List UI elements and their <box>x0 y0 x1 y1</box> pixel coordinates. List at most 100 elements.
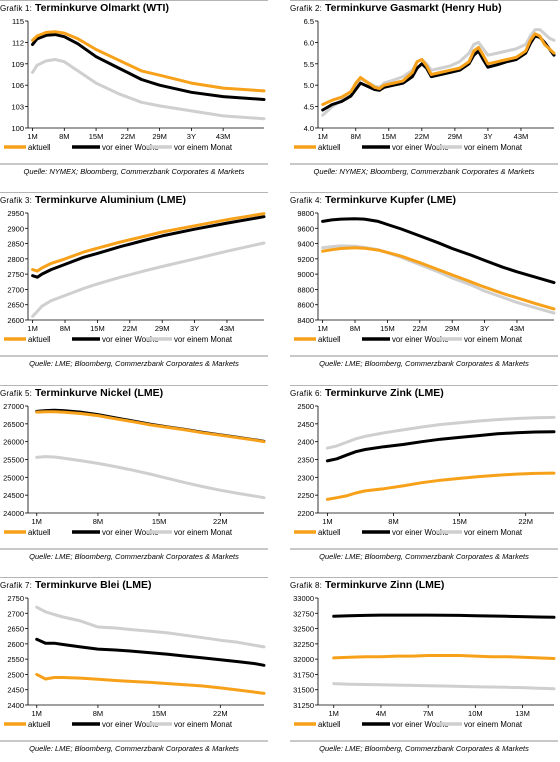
line-chart-svg: 8400 8600 8800 9000 9200 9400 9600 9800 1M 8M 15M 2… <box>294 209 556 344</box>
x-tick-label: 43M <box>510 324 525 333</box>
y-tick-label: 33000 <box>293 594 314 603</box>
y-tick-label: 6.5 <box>304 17 314 26</box>
chart-title-prefix: Grafik 2: <box>290 4 323 13</box>
x-tick-label: 43M <box>216 132 231 141</box>
chart-title-text: Terminkurve Zinn (LME) <box>324 579 445 591</box>
series-line-vor-einem-monat <box>321 244 556 315</box>
y-tick-label: 2400 <box>7 701 24 710</box>
y-tick-label: 2800 <box>7 255 24 264</box>
legend-label: aktuell <box>28 528 51 537</box>
y-tick-label: 8800 <box>297 285 314 294</box>
y-tick-label: 9200 <box>297 255 314 264</box>
y-tick-label: 2550 <box>7 655 24 664</box>
legend-label: vor einem Monat <box>464 720 523 729</box>
line-chart-svg: 2200 2250 2300 2350 2400 2450 2500 1M 8M 15M 22M ak… <box>294 402 556 537</box>
series-line-vor-einem-monat <box>325 415 556 450</box>
y-tick-label: 2900 <box>7 224 24 233</box>
y-tick-label: 106 <box>11 81 24 90</box>
x-tick-label: 43M <box>514 132 529 141</box>
series-line-vor-einer-woche <box>31 215 266 279</box>
chart-panel-6: Grafik 6: Terminkurve Zink (LME) 2200 2250… <box>290 385 558 569</box>
legend-label: vor einem Monat <box>174 528 233 537</box>
panel-separator <box>0 740 268 742</box>
legend-label: aktuell <box>28 335 51 344</box>
y-tick-label: 2650 <box>7 301 24 310</box>
x-tick-label: 22M <box>121 132 136 141</box>
x-tick-label: 15M <box>382 132 397 141</box>
y-tick-label: 2450 <box>7 686 24 695</box>
series-line-aktuell <box>321 246 556 311</box>
x-tick-label: 3Y <box>483 132 492 141</box>
chart-source: Quelle: LME; Bloomberg, Commerzbank Corp… <box>319 744 529 753</box>
series-line-aktuell <box>31 212 266 273</box>
x-tick-label: 29M <box>155 324 170 333</box>
x-tick-label: 22M <box>413 324 428 333</box>
panel-top-rule <box>0 192 268 193</box>
x-tick-label: 13M <box>515 709 530 718</box>
y-tick-label: 6.0 <box>304 38 314 47</box>
series-line-vor-einem-monat <box>31 241 266 318</box>
y-tick-label: 32750 <box>293 609 314 618</box>
x-tick-label: 15M <box>152 517 167 526</box>
x-tick-label: 29M <box>448 132 463 141</box>
y-tick-label: 31500 <box>293 686 314 695</box>
chart-panel-7: Grafik 7: Terminkurve Blei (LME) 2400 2450… <box>0 577 268 761</box>
y-tick-label: 2450 <box>297 420 314 429</box>
chart-title-text: Terminkurve Nickel (LME) <box>34 387 164 399</box>
legend-label: vor einem Monat <box>174 720 233 729</box>
chart-title: Grafik 6: Terminkurve Zink (LME) <box>290 387 444 399</box>
series-line-vor-einer-woche <box>332 613 556 619</box>
x-tick-label: 1M <box>329 709 339 718</box>
chart-source: Quelle: NYMEX; Bloomberg, Commerzbank Co… <box>23 167 245 176</box>
y-tick-label: 32500 <box>293 625 314 634</box>
x-tick-label: 8M <box>350 324 360 333</box>
x-tick-label: 8M <box>388 517 398 526</box>
legend-label: vor einer Woche <box>102 335 159 344</box>
line-chart-svg: 100 103 106 109 112 115 1M 8M 15M 22M 29M 3Y 43M aktu… <box>4 17 266 152</box>
x-tick-label: 8M <box>93 517 103 526</box>
chart-title: Grafik 5: Terminkurve Nickel (LME) <box>0 387 163 399</box>
x-tick-label: 1M <box>32 517 42 526</box>
legend-label: aktuell <box>28 143 51 152</box>
x-tick-label: 10M <box>468 709 483 718</box>
y-tick-label: 5.5 <box>304 60 314 69</box>
x-tick-label: 43M <box>220 324 235 333</box>
y-tick-label: 26000 <box>3 438 24 447</box>
y-tick-label: 2250 <box>297 491 314 500</box>
y-tick-label: 2750 <box>7 594 24 603</box>
y-tick-label: 4.0 <box>304 124 314 133</box>
y-tick-label: 2950 <box>7 209 24 218</box>
series-line-aktuell <box>35 410 266 444</box>
chart-title: Grafik 8: Terminkurve Zinn (LME) <box>290 579 444 591</box>
chart-title-text: Terminkurve Aluminium (LME) <box>34 194 187 206</box>
y-tick-label: 2300 <box>297 473 314 482</box>
chart-panel-2: Grafik 2: Terminkurve Gasmarkt (Henry Hu… <box>290 0 558 184</box>
series-line-vor-einer-woche <box>35 637 266 667</box>
y-tick-label: 25500 <box>3 456 24 465</box>
y-tick-label: 2500 <box>7 670 24 679</box>
y-tick-label: 100 <box>11 124 24 133</box>
chart-panel-4: Grafik 4: Terminkurve Kupfer (LME) 8400 86… <box>290 192 558 376</box>
series-line-aktuell <box>325 471 556 501</box>
chart-title-text: Terminkurve Blei (LME) <box>34 579 152 591</box>
y-tick-label: 31750 <box>293 670 314 679</box>
series-line-vor-einer-woche <box>325 430 556 463</box>
legend-label: vor einem Monat <box>174 335 233 344</box>
panel-top-rule <box>290 385 558 386</box>
y-tick-label: 2700 <box>7 609 24 618</box>
x-tick-label: 15M <box>89 132 104 141</box>
chart-title: Grafik 7: Terminkurve Blei (LME) <box>0 579 151 591</box>
panel-top-rule <box>290 577 558 578</box>
panel-separator <box>290 548 558 550</box>
chart-title-prefix: Grafik 4: <box>290 196 323 205</box>
chart-source: Quelle: LME; Bloomberg, Commerzbank Corp… <box>29 552 239 561</box>
y-tick-label: 5.0 <box>304 81 314 90</box>
legend-label: vor einer Woche <box>392 335 449 344</box>
y-tick-label: 24500 <box>3 491 24 500</box>
line-chart-svg: 2400 2450 2500 2550 2600 2650 2700 2750 1M 8M 15M 2… <box>4 594 266 729</box>
y-tick-label: 32250 <box>293 640 314 649</box>
chart-title-prefix: Grafik 5: <box>0 389 33 398</box>
x-tick-label: 8M <box>60 324 70 333</box>
x-tick-label: 15M <box>452 517 467 526</box>
series-line-vor-einem-monat <box>35 605 266 649</box>
